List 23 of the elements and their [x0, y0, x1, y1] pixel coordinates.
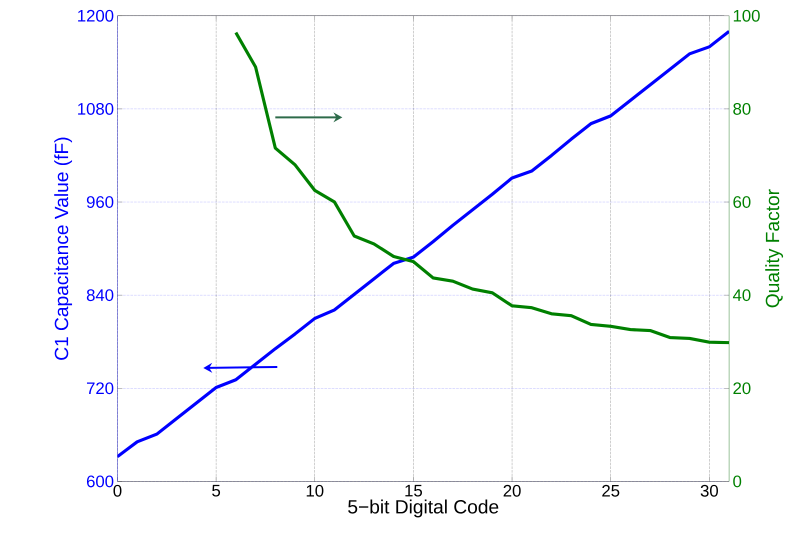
x-tick-label: 25: [602, 485, 620, 497]
y2-tick-label: 100: [734, 10, 760, 22]
x-tick-label: 30: [700, 485, 718, 497]
x-tick-label: 10: [306, 485, 324, 497]
y-tick-label: 840: [86, 289, 114, 302]
y2-tick-label: 80: [733, 103, 750, 116]
y2-tick-label: 20: [733, 382, 750, 394]
line-series: [234, 31, 730, 344]
y-tick-label: 720: [86, 382, 114, 394]
y2-tick-label: 40: [732, 289, 750, 302]
y-tick-label: 600: [86, 476, 114, 488]
y-axis-title: C1 Capacitance Value (fF): [54, 138, 72, 360]
x-tick-label: 0: [113, 485, 122, 497]
x-axis-title: 5−bit Digital Code: [348, 500, 498, 518]
x-tick-label: 5: [212, 485, 220, 497]
y2-tick-label: 60: [733, 196, 750, 208]
x-tick-label: 20: [504, 485, 521, 497]
y2-axis-title: Quality Factor: [765, 190, 784, 308]
y-tick-label: 1200: [78, 10, 114, 22]
y2-tick-label: 0: [733, 476, 742, 488]
x-tick-label: 15: [405, 485, 422, 497]
y-tick-label: 960: [86, 196, 114, 208]
y-tick-label: 1080: [78, 103, 114, 116]
